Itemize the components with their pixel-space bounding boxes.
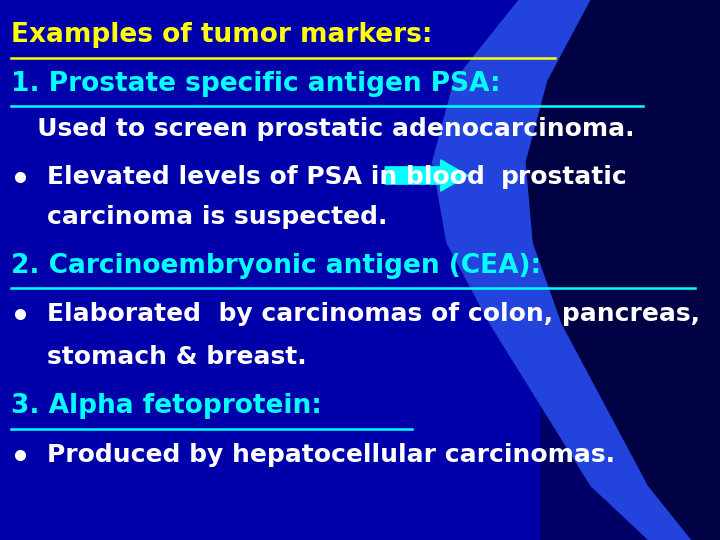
Text: Elevated levels of PSA in blood: Elevated levels of PSA in blood: [47, 165, 485, 189]
FancyArrow shape: [385, 160, 468, 191]
Polygon shape: [526, 0, 720, 540]
Text: Examples of tumor markers:: Examples of tumor markers:: [11, 22, 432, 48]
Text: stomach & breast.: stomach & breast.: [47, 346, 307, 369]
Text: 3. Alpha fetoprotein:: 3. Alpha fetoprotein:: [11, 393, 322, 419]
Text: 1. Prostate specific antigen PSA:: 1. Prostate specific antigen PSA:: [11, 71, 500, 97]
Text: Elaborated  by carcinomas of colon, pancreas,: Elaborated by carcinomas of colon, pancr…: [47, 302, 700, 326]
Polygon shape: [432, 0, 720, 540]
Text: Produced by hepatocellular carcinomas.: Produced by hepatocellular carcinomas.: [47, 443, 615, 467]
Text: 2. Carcinoembryonic antigen (CEA):: 2. Carcinoembryonic antigen (CEA):: [11, 253, 541, 279]
Text: prostatic: prostatic: [500, 165, 627, 189]
Text: Used to screen prostatic adenocarcinoma.: Used to screen prostatic adenocarcinoma.: [11, 117, 634, 140]
Polygon shape: [0, 0, 540, 540]
Text: carcinoma is suspected.: carcinoma is suspected.: [47, 205, 387, 229]
